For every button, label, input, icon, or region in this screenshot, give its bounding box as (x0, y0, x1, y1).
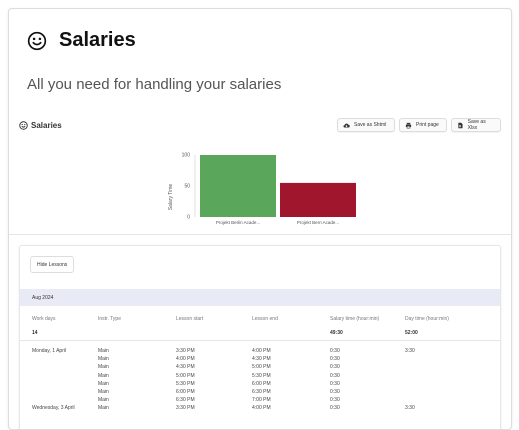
table-row: Main 4:00 PM 4:30 PM 0:30 (20, 355, 500, 363)
row-cell: 4:00 PM (252, 405, 271, 412)
save-html-button[interactable]: Save as Shtml (337, 118, 395, 132)
row-cell: 0:30 (330, 405, 340, 412)
x-tick-label: Projekt Bern Acade... (297, 220, 339, 225)
totals-row: 14 49:30 52:00 (20, 326, 500, 341)
x-tick-label: Projekt Berlin Acade... (216, 220, 260, 225)
y-tick-label: 0 (187, 215, 190, 221)
smiley-icon (27, 31, 47, 50)
chart-bar (200, 155, 276, 217)
y-tick-label: 100 (182, 153, 191, 159)
total-days: 14 (20, 326, 98, 341)
cloud-download-icon (343, 123, 350, 128)
row-cell (20, 363, 98, 371)
table-header-row: Work days Instr. Type Lesson start Lesso… (20, 312, 500, 326)
row-cell: 4:30 PM (252, 356, 271, 363)
col-day-time: Day time (hour:min) (405, 316, 449, 322)
row-cell (20, 372, 98, 380)
hide-lessons-button[interactable]: Hide Lessons (30, 256, 75, 273)
total-cell (252, 326, 330, 341)
salaries-heading: Salaries (19, 121, 62, 130)
row-cell (405, 363, 500, 371)
page-title: Salaries (59, 29, 136, 51)
row-cell: Main (98, 380, 109, 387)
y-tick-label: 50 (184, 184, 190, 190)
row-cell: 5:00 PM (252, 364, 271, 371)
row-cell: 7:00 PM (252, 397, 271, 404)
row-cell: 5:30 PM (176, 380, 195, 387)
table-row: Main 5:00 PM 5:30 PM 0:30 (20, 372, 500, 380)
table-row: Main 5:30 PM 6:00 PM 0:30 (20, 380, 500, 388)
row-cell (20, 396, 98, 404)
row-cell: 5:00 PM (176, 372, 195, 379)
row-cell: 0:30 (330, 397, 340, 404)
chart-ylabel: Salary Time (168, 184, 174, 211)
total-salary-time: 49:30 (330, 326, 405, 341)
row-cell: Main (98, 405, 109, 412)
col-work-days: Work days (32, 316, 56, 322)
card-header: Salaries (27, 29, 136, 52)
row-cell: 0:30 (330, 380, 340, 387)
print-icon (405, 122, 412, 128)
section-divider (9, 234, 511, 235)
row-cell: 0:30 (330, 364, 340, 371)
chart-bar (280, 182, 356, 217)
col-salary-time: Salary time (hour:min) (330, 316, 380, 322)
row-cell: 4:00 PM (252, 348, 271, 355)
col-lesson-end: Lesson end (252, 316, 278, 322)
total-cell (98, 326, 176, 341)
row-cell: Main (98, 348, 109, 355)
lessons-table: Work days Instr. Type Lesson start Lesso… (20, 312, 500, 413)
total-day-time: 52:00 (405, 326, 500, 341)
row-cell: Main (98, 397, 109, 404)
row-cell: 0:30 (330, 348, 340, 355)
row-cell: 0:30 (330, 372, 340, 379)
row-cell: 6:00 PM (176, 389, 195, 396)
row-cell: Main (98, 389, 109, 396)
table-row: Main 4:30 PM 5:00 PM 0:30 (20, 363, 500, 371)
row-cell: Main (98, 356, 109, 363)
save-xlsx-button[interactable]: Save as Xlsx (451, 118, 501, 132)
row-cell: 4:30 PM (176, 364, 195, 371)
row-cell: 3:30 (405, 405, 415, 412)
salaries-heading-label: Salaries (31, 121, 62, 130)
row-cell (405, 372, 500, 380)
row-cell: 5:30 PM (252, 372, 271, 379)
row-cell: 3:30 (405, 348, 415, 355)
month-label: Aug 2024 (32, 294, 54, 301)
col-lesson-start: Lesson start (176, 316, 204, 322)
row-cell: Wednesday, 3 April (32, 405, 75, 412)
smiley-icon (19, 121, 28, 130)
row-cell (20, 355, 98, 363)
month-header: Aug 2024 (20, 289, 500, 306)
print-page-button[interactable]: Print page (399, 118, 447, 132)
row-cell: Monday, 1 April (32, 348, 67, 355)
row-cell (405, 380, 500, 388)
salaries-card: Salaries All you need for handling your … (8, 8, 512, 430)
row-cell: 3:30 PM (176, 405, 195, 412)
row-cell: 6:00 PM (252, 380, 271, 387)
table-row: Main 6:00 PM 6:30 PM 0:30 (20, 388, 500, 396)
row-cell (405, 355, 500, 363)
file-icon (458, 122, 463, 128)
row-cell: 6:30 PM (176, 397, 195, 404)
row-cell: Main (98, 372, 109, 379)
row-cell (405, 388, 500, 396)
row-cell (20, 380, 98, 388)
total-cell (176, 326, 252, 341)
row-cell (405, 396, 500, 404)
lessons-panel: Hide Lessons Aug 2024 Work days Instr. T… (19, 245, 501, 429)
row-cell: 0:30 (330, 356, 340, 363)
row-cell: 0:30 (330, 389, 340, 396)
row-cell: 3:30 PM (176, 348, 195, 355)
table-row: Wednesday, 3 April Main 3:30 PM 4:00 PM … (20, 404, 500, 412)
salary-chart: Salary Time 0 50 100 Projekt Berlin Acade.… (168, 153, 356, 225)
table-row: Monday, 1 April Main 3:30 PM 4:00 PM 0:3… (20, 347, 500, 355)
table-row: Main 6:30 PM 7:00 PM 0:30 (20, 396, 500, 404)
row-cell: 4:00 PM (176, 356, 195, 363)
col-instr-type: Instr. Type (98, 316, 121, 322)
page-subtitle: All you need for handling your salaries (27, 76, 282, 93)
row-cell (20, 388, 98, 396)
row-cell: Main (98, 364, 109, 371)
row-cell: 6:30 PM (252, 389, 271, 396)
